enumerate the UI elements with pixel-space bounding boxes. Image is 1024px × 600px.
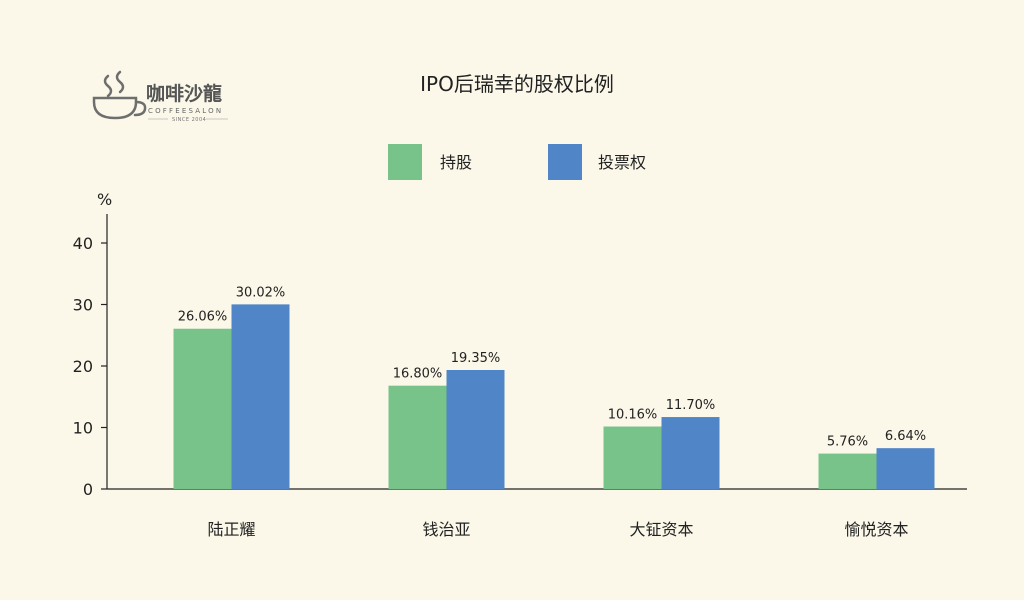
legend-swatch-holding	[388, 144, 422, 180]
data-label: 11.70%	[666, 398, 716, 413]
data-label: 19.35%	[451, 351, 501, 366]
bar	[876, 448, 935, 489]
y-tick-label: 40	[73, 234, 93, 253]
x-tick-label: 愉悦资本	[844, 520, 908, 539]
data-label: 26.06%	[178, 310, 228, 325]
data-label: 10.16%	[608, 408, 658, 423]
x-tick-label: 钱治亚	[422, 520, 470, 539]
bar	[173, 328, 232, 489]
bar	[231, 304, 290, 489]
brand-logo: 咖啡沙龍 COFFEESALON SINCE 2004	[92, 70, 228, 123]
bar	[818, 453, 877, 489]
y-tick-label: 10	[73, 419, 93, 438]
chart-title: IPO后瑞幸的股权比例	[420, 72, 614, 96]
legend-label-voting: 投票权	[598, 153, 646, 172]
data-label: 5.76%	[827, 435, 868, 450]
data-label: 6.64%	[885, 429, 926, 444]
y-tick-label: 0	[83, 480, 93, 499]
x-tick-label: 大钲资本	[629, 520, 693, 539]
bar	[388, 385, 447, 489]
y-tick-label: 30	[73, 296, 93, 315]
logo-sub: COFFEESALON	[148, 107, 223, 115]
bar	[603, 426, 662, 489]
y-tick-label: 20	[73, 357, 93, 376]
bar	[661, 417, 720, 489]
y-axis-unit: %	[97, 190, 112, 209]
logo-name: 咖啡沙龍	[146, 82, 222, 105]
coffee-cup-icon	[92, 70, 147, 120]
data-label: 30.02%	[236, 285, 286, 300]
x-tick-label: 陆正耀	[207, 520, 255, 539]
legend-swatch-voting	[548, 144, 582, 180]
legend-label-holding: 持股	[440, 153, 472, 172]
bar	[446, 369, 505, 489]
data-label: 16.80%	[393, 367, 443, 382]
logo-since: SINCE 2004	[172, 117, 206, 123]
